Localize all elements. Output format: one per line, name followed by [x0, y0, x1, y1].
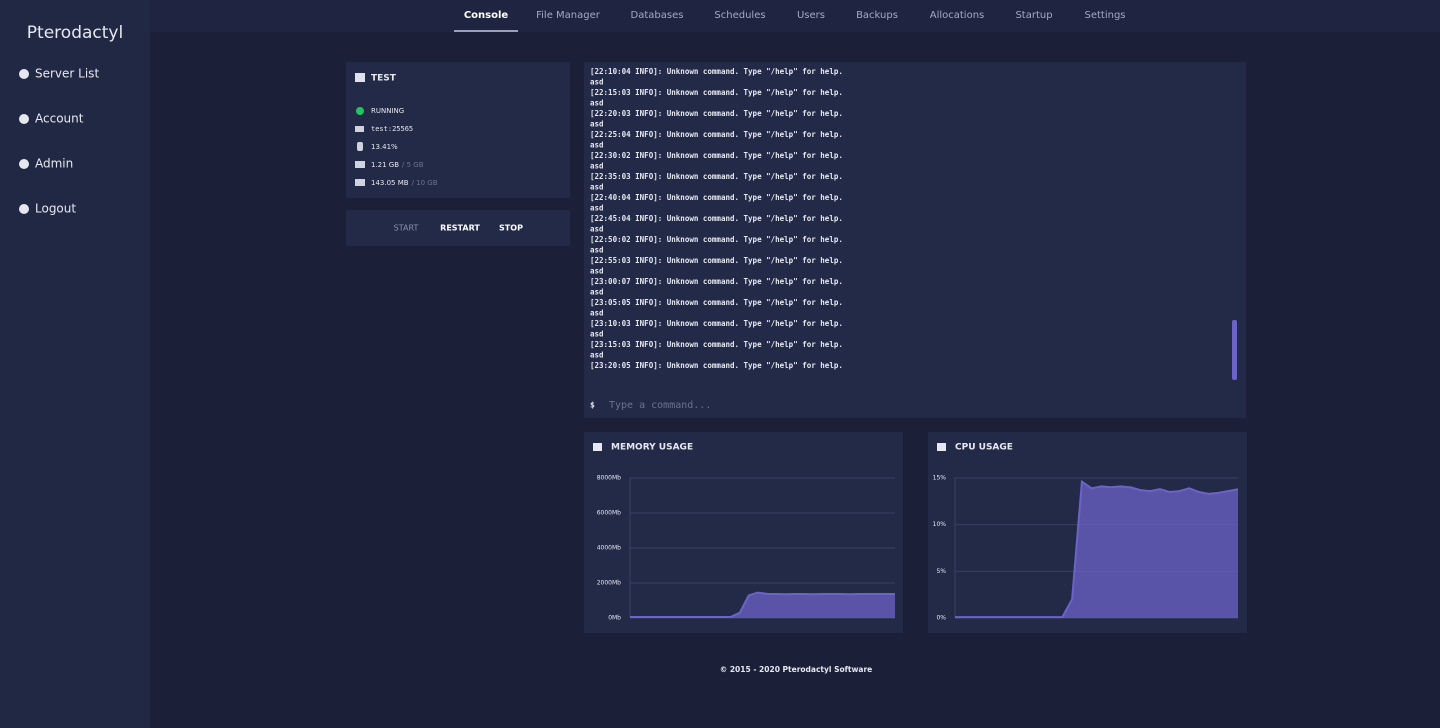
memory-limit: / 5 GB	[402, 161, 424, 169]
tab[interactable]: Settings	[1084, 10, 1125, 21]
server-card	[346, 62, 570, 198]
console-line: asd	[590, 351, 604, 360]
prompt: $	[590, 401, 595, 410]
tab[interactable]: Allocations	[930, 10, 985, 21]
cpu-icon	[357, 142, 363, 151]
memory-value: 1.21 GB	[371, 161, 399, 169]
sidebar	[0, 0, 150, 728]
console-line: asd	[590, 267, 604, 276]
console-line: asd	[590, 204, 604, 213]
y-tick-label: 0Mb	[608, 615, 621, 622]
server-icon	[355, 73, 365, 82]
nav-item[interactable]: Server List	[35, 67, 99, 81]
active-tab-underline	[454, 30, 518, 32]
console-line: asd	[590, 288, 604, 297]
nav-icon	[19, 69, 29, 79]
console-line: asd	[590, 330, 604, 339]
console-line: asd	[590, 225, 604, 234]
command-input[interactable]: Type a command...	[609, 400, 711, 411]
server-address: test:25565	[371, 125, 413, 133]
console-line: [23:20:05 INFO]: Unknown command. Type "…	[590, 361, 843, 370]
top-nav	[150, 0, 1440, 32]
console-line: asd	[590, 246, 604, 255]
y-tick-label: 15%	[933, 475, 947, 482]
chart-icon	[937, 443, 946, 451]
nav-item[interactable]: Account	[35, 112, 84, 126]
y-tick-label: 4000Mb	[597, 545, 621, 552]
address-icon	[355, 126, 364, 132]
console-line: asd	[590, 78, 604, 87]
console-line: asd	[590, 183, 604, 192]
line	[955, 479, 1239, 619]
control-button[interactable]: STOP	[499, 224, 523, 233]
server-memory: 1.21 GB/ 5 GB	[371, 161, 424, 169]
console-line: [23:10:03 INFO]: Unknown command. Type "…	[590, 319, 843, 328]
tab[interactable]: Backups	[856, 10, 898, 21]
chart-title: MEMORY USAGE	[611, 443, 693, 453]
console-line: [23:05:05 INFO]: Unknown command. Type "…	[590, 298, 843, 307]
console-line: asd	[590, 162, 604, 171]
line	[630, 591, 895, 618]
tab[interactable]: Console	[464, 10, 509, 21]
area	[955, 481, 1238, 618]
nav-item[interactable]: Logout	[35, 202, 76, 216]
y-tick-label: 6000Mb	[597, 510, 621, 517]
console-line: asd	[590, 99, 604, 108]
server-cpu: 13.41%	[371, 143, 398, 151]
console-line: asd	[590, 120, 604, 129]
server-disk: 143.05 MB/ 10 GB	[371, 179, 438, 187]
console-line: [22:25:04 INFO]: Unknown command. Type "…	[590, 130, 843, 139]
console-line: asd	[590, 309, 604, 318]
tab[interactable]: Databases	[631, 10, 684, 21]
tab[interactable]: Startup	[1015, 10, 1052, 21]
tab[interactable]: File Manager	[536, 10, 601, 21]
tab[interactable]: Users	[797, 10, 825, 21]
y-tick-label: 8000Mb	[597, 475, 621, 482]
console-line: [22:20:03 INFO]: Unknown command. Type "…	[590, 109, 843, 118]
console-card	[584, 62, 1246, 418]
console-line: [22:35:03 INFO]: Unknown command. Type "…	[590, 172, 843, 181]
disk-value: 143.05 MB	[371, 179, 409, 187]
disk-icon	[355, 179, 365, 186]
y-tick-label: 5%	[936, 568, 946, 575]
chart-icon	[593, 443, 602, 451]
nav-icon	[19, 114, 29, 124]
nav-icon	[19, 159, 29, 169]
tab[interactable]: Schedules	[714, 10, 765, 21]
console-line: [22:55:03 INFO]: Unknown command. Type "…	[590, 256, 843, 265]
chart-title: CPU USAGE	[955, 443, 1013, 453]
disk-limit: / 10 GB	[412, 179, 438, 187]
scrollbar	[1232, 320, 1237, 380]
footer: © 2015 - 2020 Pterodactyl Software	[720, 665, 873, 674]
server-name: TEST	[371, 74, 397, 84]
status-dot	[356, 107, 364, 115]
brand: Pterodactyl	[27, 23, 123, 43]
memory-icon	[355, 161, 365, 168]
console-line: [23:00:07 INFO]: Unknown command. Type "…	[590, 277, 843, 286]
area	[630, 592, 895, 618]
server-status: RUNNING	[371, 107, 404, 115]
y-tick-label: 2000Mb	[597, 580, 621, 587]
nav-icon	[19, 204, 29, 214]
console-line: [22:30:02 INFO]: Unknown command. Type "…	[590, 151, 843, 160]
nav-item[interactable]: Admin	[35, 157, 73, 171]
y-tick-label: 10%	[933, 521, 947, 528]
console-line: [23:15:03 INFO]: Unknown command. Type "…	[590, 340, 843, 349]
console-line: [22:45:04 INFO]: Unknown command. Type "…	[590, 214, 843, 223]
control-button[interactable]: RESTART	[440, 224, 480, 233]
control-button[interactable]: START	[394, 224, 419, 233]
controls-card	[346, 210, 570, 246]
console-line: [22:50:02 INFO]: Unknown command. Type "…	[590, 235, 843, 244]
console-line: asd	[590, 141, 604, 150]
y-tick-label: 0%	[936, 615, 946, 622]
console-line: [22:40:04 INFO]: Unknown command. Type "…	[590, 193, 843, 202]
console-line: [22:15:03 INFO]: Unknown command. Type "…	[590, 88, 843, 97]
console-line: [22:10:04 INFO]: Unknown command. Type "…	[590, 67, 843, 76]
